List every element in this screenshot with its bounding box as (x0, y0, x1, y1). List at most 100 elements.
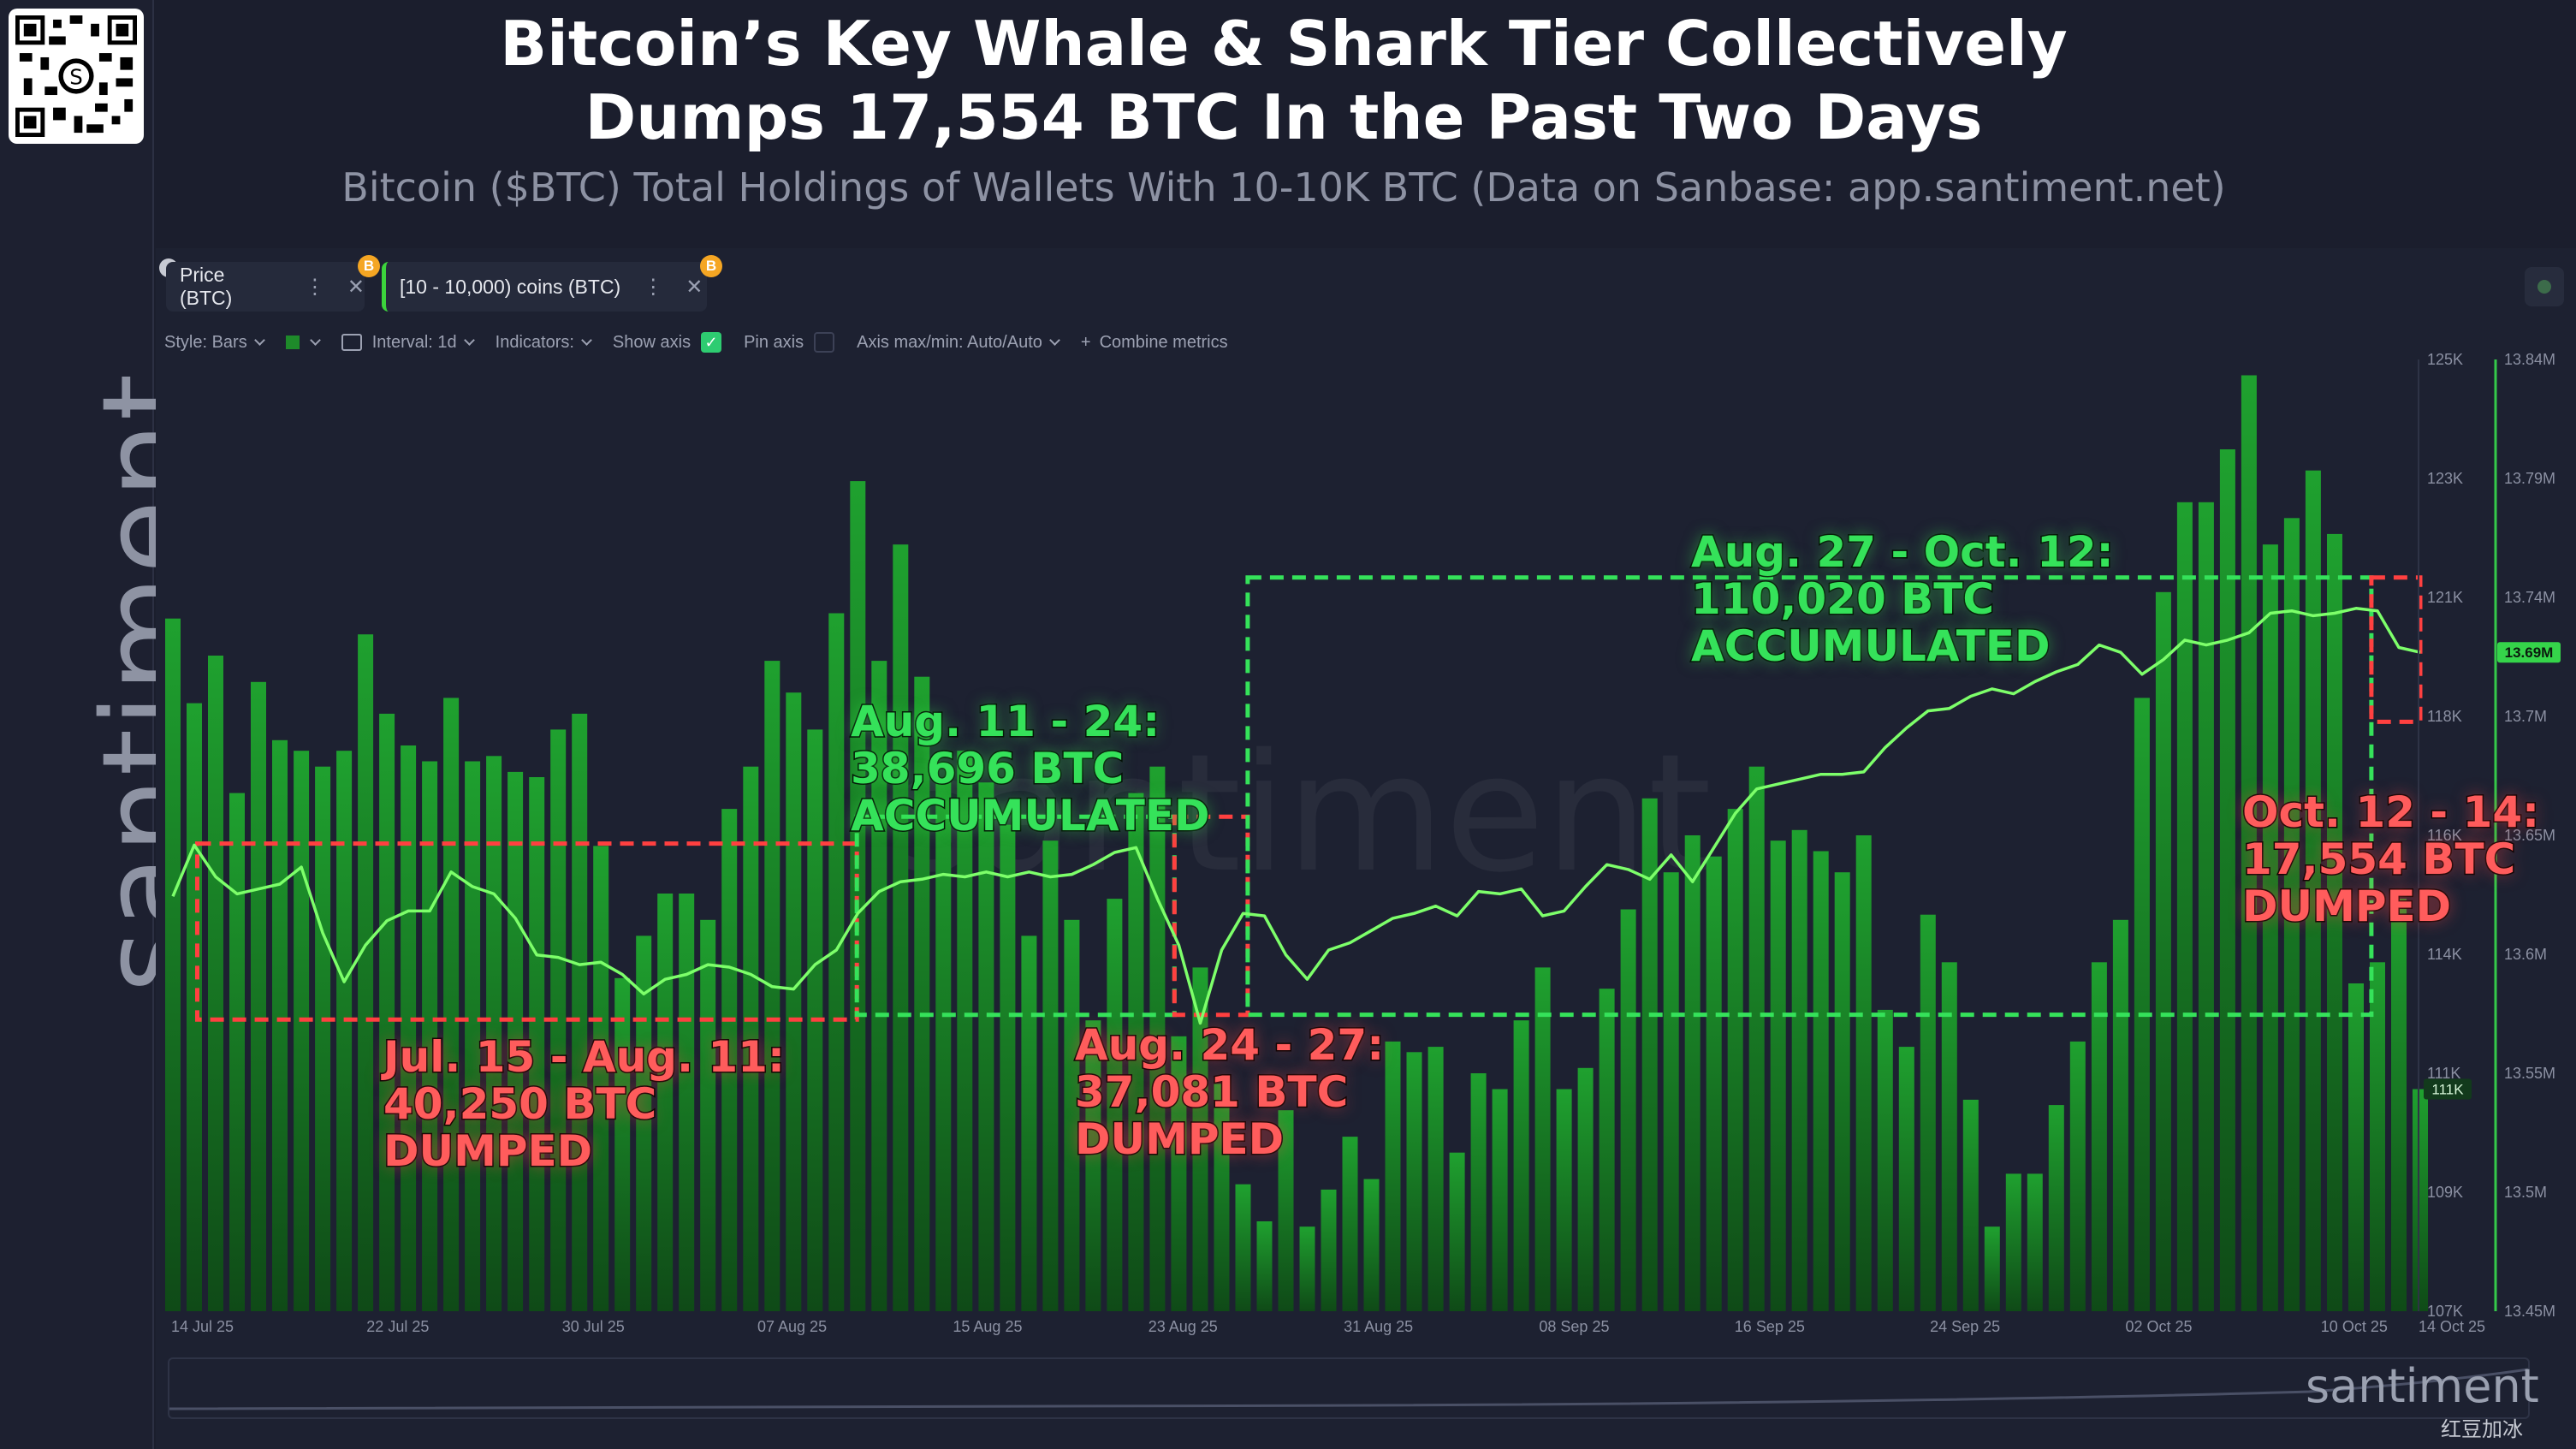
price-bar (786, 692, 802, 1311)
holdings-axis-tick: 13.45M (2504, 1303, 2555, 1320)
watermark: santiment (890, 719, 1712, 908)
price-bar (1427, 1047, 1444, 1311)
metric-tab-holdings-label: [10 - 10,000) coins (BTC) (400, 275, 621, 298)
axis-minmax-dropdown[interactable]: Axis max/min: Auto/Auto (857, 332, 1060, 353)
annotation-box-red (2369, 575, 2423, 724)
title-line-1: Bitcoin’s Key Whale & Shark Tier Collect… (500, 8, 2068, 80)
price-bar (743, 766, 759, 1311)
price-bar (2048, 1105, 2064, 1311)
title-line-2: Dumps 17,554 BTC In the Past Two Days (585, 81, 1983, 153)
price-bar (1748, 766, 1765, 1311)
price-bar (1149, 766, 1166, 1311)
metric-tab-holdings[interactable]: [10 - 10,000) coins (BTC) ⋮ ✕ (382, 262, 707, 312)
pin-axis-toggle[interactable]: Pin axis (744, 332, 835, 353)
price-axis-tick: 114K (2427, 946, 2462, 963)
annotation-label-4: Oct. 12 - 14: 17,554 BTC DUMPED (2241, 787, 2540, 931)
price-bar (2134, 698, 2150, 1311)
axis-minmax-label: Axis max/min: Auto/Auto (857, 332, 1042, 352)
price-bar (1706, 856, 1722, 1311)
price-bar (2370, 962, 2385, 1311)
price-bar (1085, 1020, 1101, 1311)
close-icon[interactable]: ✕ (686, 275, 703, 299)
combine-metrics-label: Combine metrics (1099, 332, 1228, 352)
price-bar (1064, 919, 1080, 1311)
holdings-axis-tick: 13.55M (2504, 1065, 2555, 1082)
price-axis-tick: 116K (2427, 827, 2462, 844)
annotation-box-green (854, 814, 1177, 1018)
price-bar (294, 751, 310, 1311)
price-axis-tick: 107K (2427, 1303, 2463, 1320)
x-tick-label: 14 Oct 25 (2419, 1318, 2485, 1335)
holdings-axis-tick: 13.6M (2504, 946, 2547, 963)
price-bar (2413, 1089, 2428, 1311)
price-bar (2327, 533, 2342, 1311)
holdings-current-value: 13.69M (2505, 644, 2554, 661)
interval-label: Interval: 1d (371, 332, 457, 352)
price-bar (1920, 914, 1936, 1311)
price-bar (1000, 824, 1016, 1311)
price-bar (1449, 1152, 1465, 1311)
annotation-label-3: Aug. 27 - Oct. 12: 110,020 BTC ACCUMULATED (1690, 527, 2116, 671)
price-bar (1363, 1179, 1380, 1311)
interval-dropdown[interactable]: Interval: 1d (341, 332, 475, 353)
price-axis-tick: 111K (2427, 1065, 2460, 1082)
qr-code-icon: S (9, 9, 144, 144)
svg-text:S: S (69, 64, 83, 89)
metric-tab-price[interactable]: Price (BTC) ⋮ ✕ (166, 262, 365, 312)
holdings-axis-tick: 13.7M (2504, 708, 2547, 725)
price-bar (550, 729, 567, 1311)
price-bar (1684, 835, 1701, 1311)
more-options-icon[interactable]: ⋮ (304, 275, 325, 299)
price-bar (2262, 544, 2278, 1311)
price-bar (1470, 1073, 1487, 1311)
price-bar (229, 793, 245, 1311)
indicators-dropdown[interactable]: Indicators: (496, 333, 592, 353)
price-bar (2219, 449, 2235, 1311)
price-bar (1877, 1009, 1893, 1311)
show-axis-toggle[interactable]: Show axis ✓ (613, 332, 722, 353)
price-bar (914, 676, 930, 1311)
annotation-line: Oct. 12 - 14: (2241, 787, 2540, 837)
holdings-current-badge (2497, 642, 2561, 663)
price-bar (1813, 851, 1829, 1311)
price-bar (935, 782, 952, 1311)
price-bar (507, 771, 524, 1311)
left-strip: S santiment. (0, 0, 217, 1449)
price-bar (208, 656, 223, 1311)
annotation-line: Aug. 24 - 27: (1073, 1020, 1385, 1070)
status-dot-icon (2537, 280, 2551, 294)
settings-button[interactable] (2525, 267, 2564, 306)
price-bar (1620, 909, 1636, 1311)
metric-tab-price-label: Price (BTC) (180, 264, 233, 309)
navigator-sparkline (169, 1368, 2528, 1410)
calendar-icon (341, 334, 362, 351)
price-bar (2305, 470, 2321, 1311)
price-bar (1941, 962, 1957, 1311)
x-tick-label: 08 Sep 25 (1539, 1318, 1609, 1335)
annotation-line: ACCUMULATED (849, 791, 1210, 840)
x-tick-label: 16 Sep 25 (1735, 1318, 1805, 1335)
style-dropdown[interactable]: Style: Bars (164, 333, 265, 353)
price-bar (1577, 1067, 1594, 1311)
range-navigator[interactable] (168, 1357, 2530, 1419)
price-bar (1171, 1036, 1187, 1311)
combine-metrics-button[interactable]: + Combine metrics (1081, 333, 1228, 353)
annotation-line: Jul. 15 - Aug. 11: (383, 1032, 786, 1082)
checkbox-checked-icon[interactable]: ✓ (701, 332, 722, 353)
price-axis-tick: 123K (2427, 470, 2463, 487)
checkbox-empty-icon[interactable] (814, 332, 835, 353)
x-tick-label: 30 Jul 25 (562, 1318, 625, 1335)
price-bar (379, 713, 395, 1311)
price-bar (978, 782, 994, 1311)
more-options-icon[interactable]: ⋮ (643, 275, 664, 299)
close-icon[interactable]: ✕ (347, 275, 365, 299)
annotation-line: Aug. 27 - Oct. 12: (1690, 527, 2116, 577)
price-axis-tick: 125K (2427, 351, 2463, 368)
price-bar (1534, 967, 1551, 1311)
price-bar (1492, 1089, 1508, 1311)
x-tick-label: 23 Aug 25 (1149, 1318, 1218, 1335)
holdings-axis-tick: 13.74M (2504, 589, 2555, 606)
price-bar (1791, 829, 1807, 1311)
annotation-line: 17,554 BTC (2241, 834, 2516, 884)
color-picker[interactable] (285, 335, 321, 349)
